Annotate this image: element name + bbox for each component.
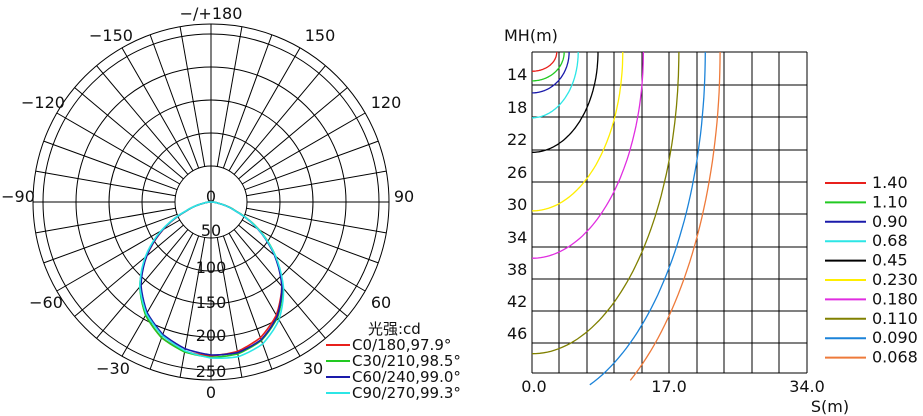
y-tick-label: 46 bbox=[507, 324, 527, 343]
polar-radial-label: 150 bbox=[196, 293, 227, 312]
isoline bbox=[531, 51, 624, 212]
polar-legend-label: C90/270,99.3° bbox=[352, 384, 461, 402]
isoline bbox=[532, 51, 558, 72]
x-tick-label: 17.0 bbox=[651, 377, 687, 396]
y-tick-label: 42 bbox=[507, 292, 527, 311]
polar-legend-label: C0/180,97.9° bbox=[352, 336, 451, 354]
polar-spoke bbox=[179, 237, 206, 378]
polar-spoke bbox=[179, 26, 206, 167]
polar-angle-label: 120 bbox=[371, 93, 402, 112]
polar-angle-label: −30 bbox=[96, 359, 130, 378]
polar-spoke bbox=[228, 232, 301, 357]
polar-spoke bbox=[121, 232, 194, 357]
polar-spoke bbox=[43, 213, 178, 264]
x-axis-title: S(m) bbox=[811, 397, 849, 416]
polar-spoke bbox=[74, 87, 184, 180]
polar-angle-label: −120 bbox=[21, 93, 65, 112]
polar-angle-label: 0 bbox=[206, 383, 216, 402]
polar-angle-label: −60 bbox=[29, 293, 63, 312]
polar-spoke bbox=[222, 34, 273, 169]
polar-angle-label: 60 bbox=[371, 293, 391, 312]
polar-spoke bbox=[246, 170, 387, 197]
polar-spoke bbox=[233, 65, 326, 175]
polar-spoke bbox=[238, 224, 348, 317]
isoline bbox=[629, 51, 721, 381]
y-tick-label: 38 bbox=[507, 260, 527, 279]
isoline bbox=[532, 52, 579, 119]
x-tick-label: 34.0 bbox=[789, 377, 825, 396]
polar-spoke bbox=[238, 87, 348, 180]
polar-spoke bbox=[74, 224, 184, 317]
polar-angle-label: 90 bbox=[394, 187, 414, 206]
polar-spoke bbox=[43, 140, 178, 191]
polar-legend-label: C30/210,98.5° bbox=[352, 352, 461, 370]
polar-spoke bbox=[228, 47, 301, 172]
polar-spoke bbox=[35, 207, 176, 234]
y-axis-title: MH(m) bbox=[504, 26, 558, 45]
polar-spoke bbox=[246, 207, 387, 234]
isolux-legend-label: 0.110 bbox=[872, 309, 918, 328]
polar-angle-label: −150 bbox=[89, 26, 133, 45]
isoline bbox=[532, 51, 645, 259]
y-tick-label: 34 bbox=[507, 228, 527, 247]
polar-spoke bbox=[35, 170, 176, 197]
polar-spoke bbox=[233, 229, 326, 339]
isolux-legend-label: 0.090 bbox=[872, 328, 918, 347]
polar-spoke bbox=[149, 34, 200, 169]
y-tick-label: 22 bbox=[507, 130, 527, 149]
polar-curve bbox=[138, 201, 285, 359]
polar-unit-label: 光强:cd bbox=[368, 320, 421, 338]
x-tick-label: 0.0 bbox=[521, 377, 546, 396]
polar-angle-label: 150 bbox=[305, 26, 336, 45]
polar-spoke bbox=[216, 26, 243, 167]
polar-radial-label: 250 bbox=[196, 362, 227, 381]
polar-angle-label: −/+180 bbox=[180, 4, 243, 23]
isolux-legend-label: 0.68 bbox=[872, 231, 908, 250]
isoline bbox=[589, 51, 706, 386]
isolux-legend-label: 1.10 bbox=[872, 192, 908, 211]
isoline bbox=[532, 52, 565, 82]
isolux-chart: MH(m) 14 18 22 26 30 34 38 42 46 0.0 17.0 34.0S(m) 1.… bbox=[504, 26, 918, 416]
isolux-legend-label: 0.068 bbox=[872, 348, 918, 367]
isolux-legend-label: 0.230 bbox=[872, 270, 918, 289]
isolux-legend-label: 1.40 bbox=[872, 173, 908, 192]
isoline bbox=[532, 52, 599, 153]
isolux-legend-label: 0.45 bbox=[872, 251, 908, 270]
polar-spoke bbox=[244, 213, 379, 264]
y-tick-label: 30 bbox=[507, 195, 527, 214]
y-tick-label: 26 bbox=[507, 163, 527, 182]
polar-radial-label: 200 bbox=[196, 326, 227, 345]
polar-spoke bbox=[96, 65, 189, 175]
y-tick-label: 14 bbox=[507, 65, 527, 84]
polar-spoke bbox=[244, 140, 379, 191]
polar-spoke bbox=[241, 219, 366, 292]
polar-spoke bbox=[96, 229, 189, 339]
polar-spoke bbox=[222, 235, 273, 370]
polar-angle-label: −90 bbox=[1, 187, 35, 206]
polar-radial-label: 50 bbox=[201, 221, 221, 240]
polar-spoke bbox=[149, 235, 200, 370]
polar-radial-label: 0 bbox=[206, 187, 216, 206]
polar-spoke bbox=[241, 112, 366, 185]
polar-chart: −/+180 −150 150 −120 120 −90 90 −60 60 −30 30 0 0 50 1… bbox=[1, 4, 461, 402]
polar-spoke bbox=[56, 112, 181, 185]
isolux-legend-label: 0.90 bbox=[872, 212, 908, 231]
polar-angle-label: 30 bbox=[303, 359, 323, 378]
isolux-legend-label: 0.180 bbox=[872, 289, 918, 308]
polar-spoke bbox=[121, 47, 194, 172]
y-tick-label: 18 bbox=[507, 98, 527, 117]
isoline bbox=[531, 51, 680, 355]
polar-radial-label: 100 bbox=[196, 258, 227, 277]
polar-legend-label: C60/240,99.0° bbox=[352, 368, 461, 386]
isoline bbox=[532, 52, 570, 94]
